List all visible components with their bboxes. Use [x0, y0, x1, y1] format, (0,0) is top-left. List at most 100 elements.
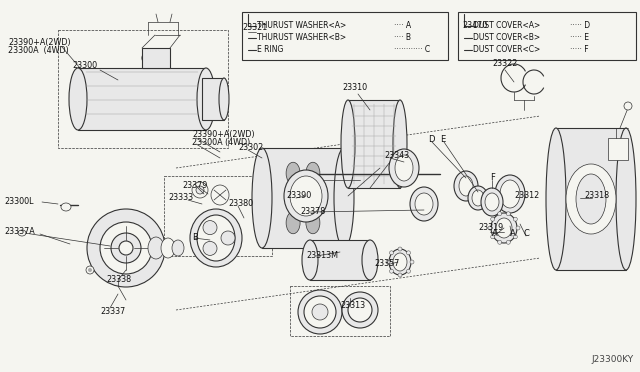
Ellipse shape	[196, 186, 204, 194]
Ellipse shape	[576, 174, 606, 224]
Ellipse shape	[286, 212, 300, 234]
Ellipse shape	[88, 268, 92, 272]
Text: 23470: 23470	[462, 22, 487, 31]
Text: ····· D: ····· D	[570, 22, 590, 31]
Ellipse shape	[488, 226, 492, 230]
Text: ···· B: ···· B	[394, 33, 411, 42]
Ellipse shape	[197, 68, 215, 130]
Bar	[290, 286, 390, 336]
Ellipse shape	[334, 148, 354, 248]
Ellipse shape	[513, 235, 517, 239]
Bar	[202, 78, 224, 120]
Text: 23343: 23343	[384, 151, 409, 160]
Ellipse shape	[406, 251, 410, 255]
Text: 23390+A(2WD): 23390+A(2WD)	[192, 129, 255, 138]
Bar	[142, 48, 170, 68]
Ellipse shape	[86, 266, 94, 274]
Text: 23337: 23337	[100, 308, 125, 317]
Text: 23338: 23338	[106, 276, 131, 285]
Ellipse shape	[390, 251, 394, 255]
Ellipse shape	[491, 213, 517, 243]
Text: 23337A: 23337A	[4, 228, 35, 237]
Ellipse shape	[298, 290, 342, 334]
Ellipse shape	[203, 221, 217, 235]
Text: 23318: 23318	[584, 192, 609, 201]
Text: ···· A: ···· A	[394, 22, 411, 31]
Ellipse shape	[498, 240, 502, 244]
Ellipse shape	[410, 187, 438, 221]
Text: ············ C: ············ C	[394, 45, 430, 55]
Ellipse shape	[389, 249, 411, 275]
Text: 23357: 23357	[374, 260, 399, 269]
Text: A: A	[510, 230, 516, 238]
Ellipse shape	[500, 180, 520, 208]
Ellipse shape	[485, 193, 499, 211]
Ellipse shape	[389, 149, 419, 187]
Ellipse shape	[69, 68, 87, 130]
Text: E RING: E RING	[257, 45, 284, 55]
Text: 23380: 23380	[228, 199, 253, 208]
Ellipse shape	[190, 209, 242, 267]
Ellipse shape	[495, 175, 525, 213]
Ellipse shape	[498, 212, 502, 216]
Text: J23300KY: J23300KY	[592, 355, 634, 364]
Text: 23300A (4WD): 23300A (4WD)	[192, 138, 250, 147]
Text: DUST COVER<C>: DUST COVER<C>	[473, 45, 540, 55]
Bar	[556, 128, 626, 270]
Text: 23300: 23300	[72, 61, 97, 71]
Ellipse shape	[546, 128, 566, 270]
Text: THURUST WASHER<B>: THURUST WASHER<B>	[257, 33, 346, 42]
Ellipse shape	[398, 247, 402, 251]
Ellipse shape	[341, 100, 355, 188]
Ellipse shape	[390, 269, 394, 273]
Ellipse shape	[491, 235, 495, 239]
Ellipse shape	[454, 171, 478, 201]
Text: D: D	[428, 135, 435, 144]
Bar	[348, 100, 400, 188]
Ellipse shape	[506, 240, 510, 244]
Ellipse shape	[362, 240, 378, 280]
Text: DUST COVER<A>: DUST COVER<A>	[473, 22, 540, 31]
Text: 23390+A(2WD): 23390+A(2WD)	[8, 38, 70, 46]
Text: C: C	[524, 230, 530, 238]
Ellipse shape	[513, 217, 517, 221]
Text: 23322: 23322	[492, 60, 517, 68]
Bar	[458, 12, 636, 60]
Ellipse shape	[566, 164, 616, 234]
Ellipse shape	[18, 230, 26, 236]
Text: THURUST WASHER<A>: THURUST WASHER<A>	[257, 22, 346, 31]
Text: ····· E: ····· E	[570, 33, 589, 42]
Ellipse shape	[87, 209, 165, 287]
Text: 23302: 23302	[238, 144, 263, 153]
Ellipse shape	[406, 269, 410, 273]
Ellipse shape	[306, 212, 320, 234]
Ellipse shape	[304, 296, 336, 328]
Ellipse shape	[100, 222, 152, 274]
Ellipse shape	[290, 176, 322, 216]
Ellipse shape	[616, 128, 636, 270]
Ellipse shape	[111, 233, 141, 263]
Ellipse shape	[468, 186, 488, 210]
Ellipse shape	[506, 212, 510, 216]
Text: 23379: 23379	[182, 182, 207, 190]
Text: 23321: 23321	[242, 23, 268, 32]
Ellipse shape	[219, 78, 229, 120]
Bar	[262, 148, 344, 248]
Ellipse shape	[395, 155, 413, 181]
Ellipse shape	[203, 241, 217, 256]
Ellipse shape	[398, 273, 402, 277]
Ellipse shape	[221, 231, 235, 245]
Text: F: F	[490, 173, 495, 183]
Ellipse shape	[119, 241, 133, 255]
Ellipse shape	[348, 298, 372, 322]
Bar	[58, 30, 228, 148]
Ellipse shape	[302, 240, 318, 280]
Text: 23300A  (4WD): 23300A (4WD)	[8, 45, 68, 55]
Ellipse shape	[142, 49, 170, 67]
Text: A: A	[492, 230, 498, 238]
Bar	[310, 240, 370, 280]
Ellipse shape	[342, 292, 378, 328]
Ellipse shape	[286, 162, 300, 184]
Ellipse shape	[516, 226, 520, 230]
Ellipse shape	[393, 253, 407, 271]
